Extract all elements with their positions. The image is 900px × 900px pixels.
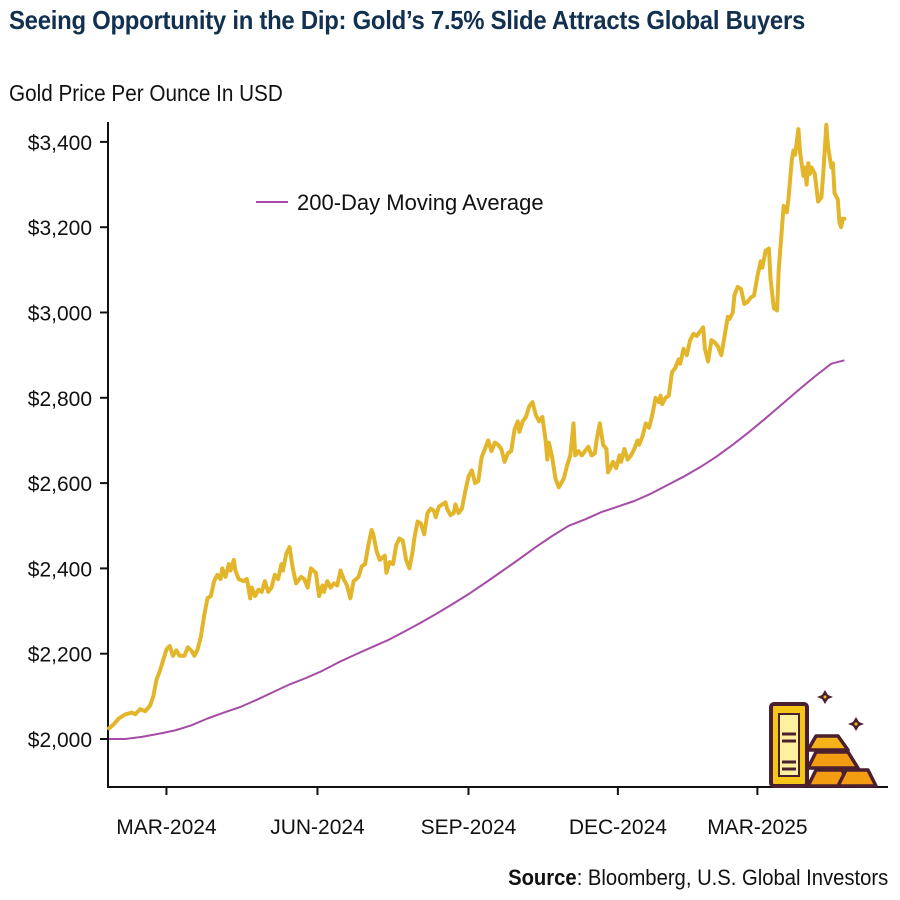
y-tick-label: $3,200: [28, 217, 92, 240]
y-tick-label: $2,400: [28, 558, 92, 581]
legend: 200-Day Moving Average: [256, 190, 544, 215]
x-axis-ticks: MAR-2024 JUN-2024 SEP-2024 DEC-2024 MAR-2025: [116, 787, 808, 839]
legend-label-moving-average: 200-Day Moving Average: [297, 190, 544, 215]
chart-title: Seeing Opportunity in the Dip: Gold’s 7.…: [9, 5, 806, 35]
y-tick-label: $2,000: [28, 729, 92, 752]
source-label: Source: [507, 865, 577, 890]
x-tick-label: MAR-2024: [116, 816, 217, 839]
y-tick-label: $2,800: [28, 388, 92, 411]
y-tick-label: $3,400: [28, 132, 92, 155]
x-tick-label: JUN-2024: [270, 816, 365, 839]
source-note: Source: Bloomberg, U.S. Global Investors: [508, 865, 888, 891]
y-tick-label: $2,200: [28, 644, 92, 667]
x-tick-label: SEP-2024: [421, 816, 517, 839]
y-tick-label: $2,600: [28, 473, 92, 496]
x-tick-label: MAR-2025: [707, 816, 807, 839]
gold-price-line: [107, 122, 847, 731]
y-tick-label: $3,000: [28, 303, 92, 326]
y-axis-ticks: $2,000 $2,200 $2,400 $2,600 $2,800 $3,000 $3,2…: [28, 132, 108, 752]
x-tick-label: DEC-2024: [569, 816, 667, 839]
moving-average-line: [109, 359, 845, 740]
gold-bars-icon: [769, 690, 878, 788]
chart-subtitle: Gold Price Per Ounce In USD: [9, 80, 283, 106]
source-text: : Bloomberg, U.S. Global Investors: [576, 865, 888, 890]
